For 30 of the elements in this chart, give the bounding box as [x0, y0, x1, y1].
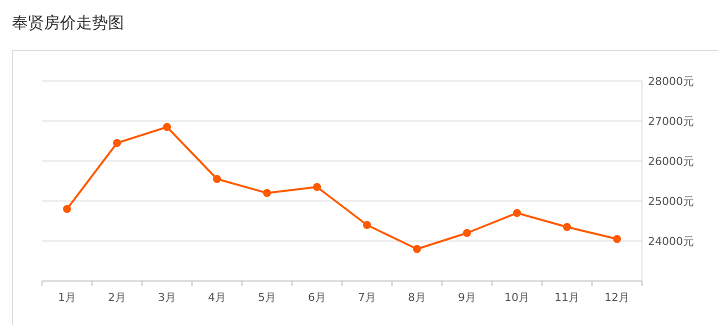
y-tick-label: 27000元: [648, 114, 694, 128]
y-tick-label: 24000元: [648, 234, 694, 248]
x-tick-label: 11月: [554, 291, 580, 304]
x-tick-label: 1月: [58, 291, 76, 304]
x-tick-label: 4月: [208, 291, 226, 304]
x-tick-label: 6月: [308, 291, 326, 304]
point: [163, 123, 171, 131]
x-tick-label: 10月: [504, 291, 530, 304]
point: [463, 229, 471, 237]
x-tick-label: 3月: [158, 291, 176, 304]
point: [113, 139, 121, 147]
chart-title: 奉贤房价走势图: [12, 13, 124, 32]
y-tick-label: 25000元: [648, 194, 694, 208]
point: [413, 245, 421, 253]
point: [263, 189, 271, 197]
x-tick-label: 2月: [108, 291, 126, 304]
x-tick-label: 7月: [358, 291, 376, 304]
point: [63, 205, 71, 213]
point: [563, 223, 571, 231]
point: [613, 235, 621, 243]
point: [363, 221, 371, 229]
y-tick-label: 26000元: [648, 154, 694, 168]
x-tick-label: 8月: [408, 291, 426, 304]
x-tick-label: 12月: [604, 291, 630, 304]
point: [213, 175, 221, 183]
y-tick-label: 28000元: [648, 74, 694, 88]
point: [513, 209, 521, 217]
point: [313, 183, 321, 191]
x-tick-label: 5月: [258, 291, 276, 304]
x-tick-label: 9月: [458, 291, 476, 304]
